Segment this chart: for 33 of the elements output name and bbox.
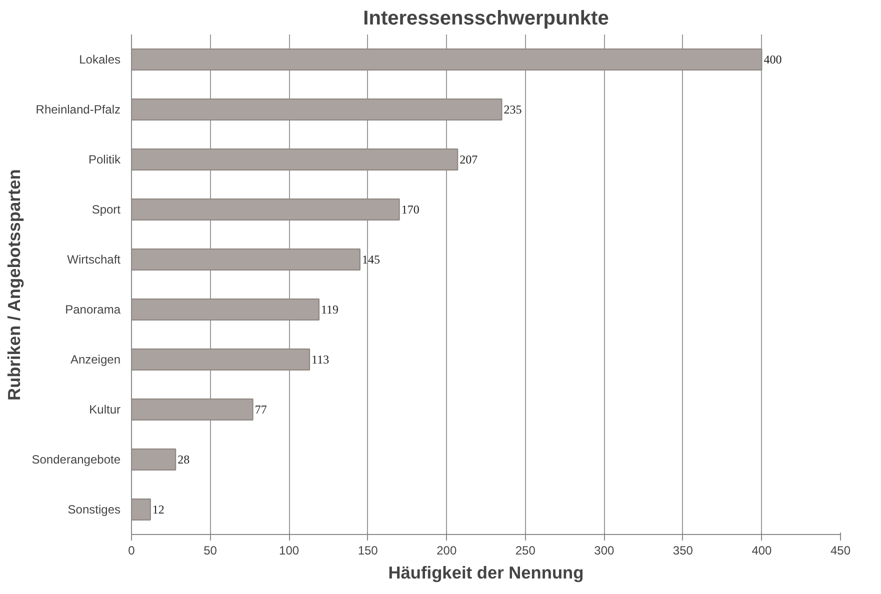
- y-tick-label: Sonderangebote: [32, 452, 121, 466]
- chart-title: Interessensschwerpunkte: [363, 8, 609, 30]
- data-label: 235: [504, 102, 522, 116]
- x-tick-label: 450: [830, 544, 851, 558]
- y-tick-label: Anzeigen: [70, 352, 121, 366]
- y-tick-label: Sonstiges: [68, 502, 121, 516]
- y-tick-label: Politik: [88, 152, 122, 166]
- data-label: 119: [320, 302, 339, 316]
- y-tick-label: Panorama: [65, 302, 121, 316]
- x-tick-label: 350: [672, 544, 694, 558]
- data-label: 145: [362, 252, 380, 266]
- x-tick-label: 0: [128, 544, 136, 558]
- x-tick-label: 400: [752, 544, 772, 558]
- data-label: 207: [460, 152, 478, 166]
- y-tick-label: Wirtschaft: [67, 252, 122, 266]
- x-tick-label: 250: [515, 544, 536, 558]
- x-tick-label: 300: [594, 544, 615, 558]
- data-label: 28: [178, 452, 190, 466]
- y-tick-label: Kultur: [89, 402, 121, 416]
- data-label: 170: [401, 202, 420, 216]
- y-tick-label: Lokales: [79, 52, 121, 66]
- data-label: 12: [152, 502, 164, 516]
- x-tick-label: 100: [279, 544, 300, 558]
- y-tick-label: Rheinland-Pfalz: [36, 102, 121, 116]
- x-tick-label: 150: [358, 544, 378, 558]
- data-label: 77: [254, 402, 267, 416]
- data-label: 400: [764, 52, 782, 66]
- data-label: 113: [312, 352, 330, 366]
- y-tick-label: Sport: [92, 202, 122, 216]
- x-tick-label: 50: [204, 544, 218, 558]
- x-tick-label: 200: [436, 544, 457, 558]
- x-axis-title: Häufigkeit der Nennung: [388, 562, 584, 582]
- y-axis-title: Rubriken / Angebotssparten: [4, 169, 24, 401]
